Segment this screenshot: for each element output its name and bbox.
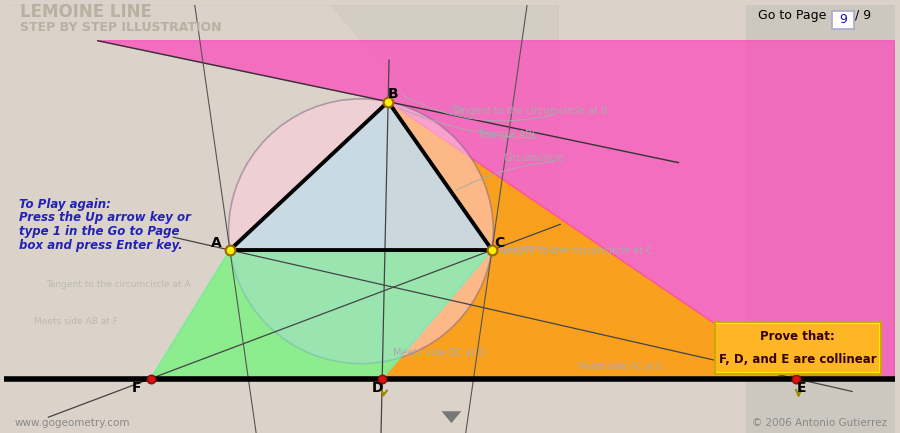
FancyBboxPatch shape	[715, 322, 881, 374]
Text: Tangent to the circumcircle at C: Tangent to the circumcircle at C	[497, 246, 652, 256]
Polygon shape	[4, 5, 558, 270]
Text: Meets side AB at F: Meets side AB at F	[34, 317, 118, 326]
Polygon shape	[98, 41, 895, 378]
Text: Press the Up arrow key or: Press the Up arrow key or	[19, 211, 191, 224]
Text: 9: 9	[839, 13, 847, 26]
Text: www.gogeometry.com: www.gogeometry.com	[14, 418, 130, 428]
Polygon shape	[442, 411, 462, 423]
Text: Go to Page: Go to Page	[758, 9, 826, 22]
Text: Prove that:: Prove that:	[760, 330, 835, 343]
Text: LEMOINE LINE: LEMOINE LINE	[20, 3, 152, 21]
Text: STEP BY STEP ILLUSTRATION: STEP BY STEP ILLUSTRATION	[20, 22, 221, 35]
Text: Meets side AC at E: Meets side AC at E	[578, 362, 662, 371]
Text: Tangent to the circumcircle at B: Tangent to the circumcircle at B	[453, 106, 608, 116]
Circle shape	[229, 99, 493, 364]
Polygon shape	[230, 102, 492, 250]
FancyBboxPatch shape	[716, 324, 878, 372]
Text: Tangent to the circumcircle at A: Tangent to the circumcircle at A	[46, 280, 191, 289]
Polygon shape	[382, 102, 796, 378]
Polygon shape	[151, 250, 492, 378]
Polygon shape	[230, 102, 492, 250]
Text: Triangle ABC: Triangle ABC	[477, 130, 538, 140]
Text: F, D, and E are collinear: F, D, and E are collinear	[719, 353, 877, 366]
Polygon shape	[151, 250, 492, 378]
Text: C: C	[494, 236, 504, 250]
Text: B: B	[388, 87, 399, 101]
Text: Circumcircle: Circumcircle	[504, 153, 564, 163]
Text: / 9: / 9	[855, 9, 871, 22]
Polygon shape	[230, 102, 492, 250]
FancyBboxPatch shape	[832, 11, 854, 29]
Polygon shape	[151, 250, 492, 378]
Bar	[746, 5, 895, 433]
Text: F: F	[132, 381, 141, 395]
Polygon shape	[151, 250, 492, 378]
Text: box and press Enter key.: box and press Enter key.	[19, 239, 183, 252]
Text: D: D	[372, 381, 383, 395]
Text: A: A	[211, 236, 221, 250]
Text: © 2006 Antonio Gutierrez: © 2006 Antonio Gutierrez	[752, 418, 886, 428]
Text: Meets side BC at D: Meets side BC at D	[393, 348, 486, 358]
Text: To Play again:: To Play again:	[19, 197, 111, 210]
Text: E: E	[796, 381, 806, 395]
Text: type 1 in the Go to Page: type 1 in the Go to Page	[19, 225, 180, 238]
